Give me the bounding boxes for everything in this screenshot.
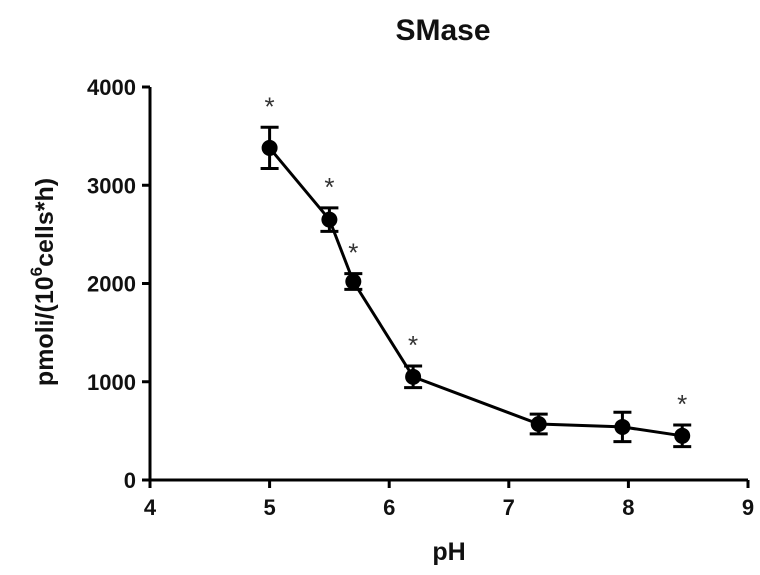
significance-marker: *	[265, 91, 275, 121]
data-point	[674, 427, 691, 444]
data-point	[261, 139, 278, 156]
data-point	[614, 418, 631, 435]
chart-title: SMase	[395, 14, 490, 47]
y-tick-label: 2000	[87, 272, 136, 297]
significance-marker: *	[348, 238, 358, 268]
y-tick-label: 0	[124, 468, 136, 493]
data-point	[345, 273, 362, 290]
y-ticks: 0 1000 2000 3000 4000	[87, 75, 150, 493]
x-tick-label: 4	[144, 495, 157, 520]
y-axis-title-post: cells*h)	[31, 178, 59, 267]
significance-marker: *	[408, 330, 418, 360]
y-axis-title-pre: pmoli/(10	[31, 276, 59, 386]
data-point	[405, 368, 422, 385]
series-layer: * * * * *	[260, 91, 692, 449]
data-point	[530, 415, 547, 432]
x-tick-label: 9	[742, 495, 754, 520]
y-tick-label: 3000	[87, 173, 136, 198]
x-tick-label: 7	[503, 495, 515, 520]
x-tick-label: 6	[383, 495, 395, 520]
y-tick-label: 4000	[87, 75, 136, 100]
y-axis-title: pmoli/(106cells*h)	[27, 178, 59, 386]
significance-marker: *	[324, 172, 334, 202]
data-point	[321, 211, 338, 228]
x-axis-title: pH	[432, 538, 465, 566]
x-tick-label: 5	[263, 495, 275, 520]
significance-marker: *	[677, 389, 687, 419]
y-axis-title-sup: 6	[27, 267, 46, 276]
x-ticks: 4 5 6 7 8 9	[144, 480, 754, 520]
y-tick-label: 1000	[87, 370, 136, 395]
x-tick-label: 8	[622, 495, 634, 520]
